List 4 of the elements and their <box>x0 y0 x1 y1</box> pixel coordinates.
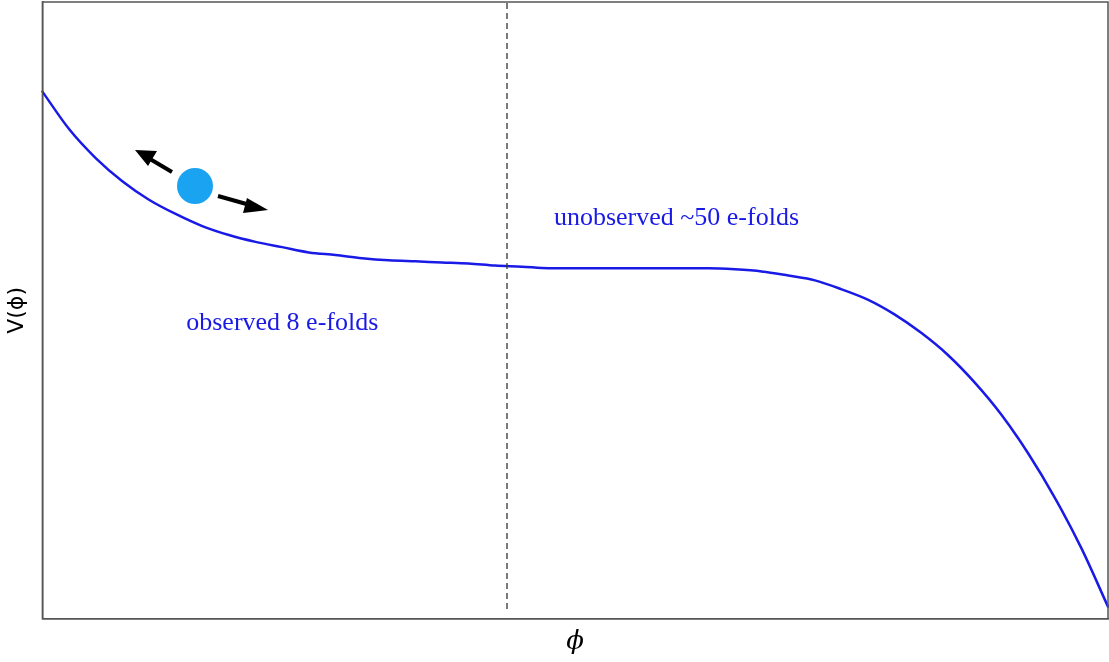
annotation: observed 8 e-folds <box>186 306 379 336</box>
annotation: unobserved ~50 e-folds <box>553 201 800 231</box>
x-axis-title: ϕ <box>566 625 585 656</box>
y-axis-title: V(ϕ) <box>2 287 28 334</box>
